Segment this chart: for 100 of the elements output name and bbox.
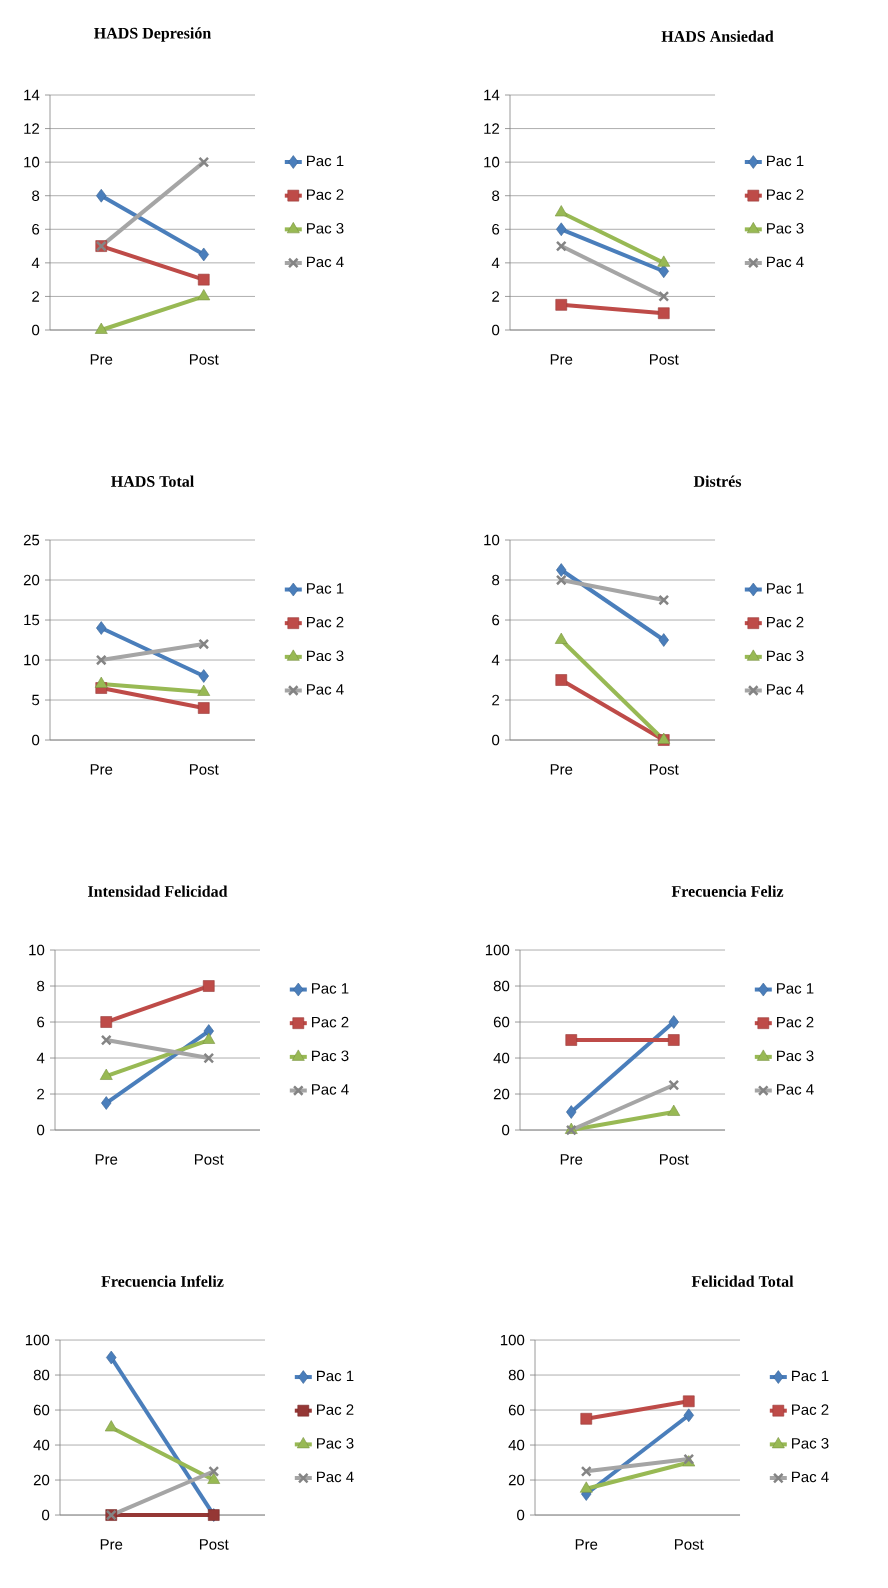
legend-label: Pac 3 — [792, 1438, 829, 1449]
y-tick-label: 40 — [493, 1052, 510, 1064]
y-tick-label: 4 — [31, 257, 40, 269]
y-tick-label: 8 — [492, 190, 500, 202]
legend-label: Pac 4 — [777, 1084, 814, 1095]
y-tick-label: 12 — [484, 123, 500, 134]
y-tick-label: 100 — [500, 1334, 525, 1346]
y-tick-label: 2 — [32, 291, 40, 302]
legend-label: Pac 2 — [317, 1404, 354, 1415]
y-tick-label: 60 — [493, 1016, 510, 1028]
y-tick-label: 8 — [37, 980, 45, 992]
legend-label: Pac 4 — [792, 1471, 829, 1483]
y-tick-label: 14 — [484, 89, 500, 101]
legend-label: Pac 2 — [307, 189, 344, 200]
legend-label: Pac 1 — [312, 983, 349, 994]
x-tick-label: Post — [659, 1154, 689, 1165]
chart-title: HADS Depresión — [94, 27, 211, 42]
x-tick-label: Post — [189, 354, 219, 365]
y-tick-label: 60 — [33, 1404, 50, 1416]
y-tick-label: 2 — [492, 694, 500, 706]
x-tick-label: Pre — [95, 1154, 118, 1165]
y-tick-label: 0 — [517, 1509, 525, 1521]
chart-title: HADS Total — [111, 475, 194, 487]
legend-label: Pac 2 — [777, 1016, 814, 1028]
legend-label: Pac 1 — [767, 583, 804, 594]
legend-label: Pac 1 — [777, 983, 814, 994]
y-tick-label: 0 — [492, 324, 500, 336]
x-tick-label: Pre — [100, 1539, 123, 1550]
chart-title: Frecuencia Feliz — [671, 885, 784, 897]
y-tick-label: 100 — [485, 944, 510, 956]
legend-label: Pac 1 — [307, 583, 344, 594]
y-tick-label: 14 — [24, 89, 40, 101]
chart-title: Frecuencia Infeliz — [101, 1275, 224, 1287]
x-tick-label: Pre — [90, 764, 113, 775]
x-tick-label: Pre — [575, 1539, 598, 1550]
chart-title: Felicidad Total — [691, 1275, 794, 1287]
legend-label: Pac 1 — [307, 155, 344, 167]
x-tick-label: Pre — [550, 764, 573, 775]
x-tick-label: Pre — [90, 354, 113, 365]
y-tick-label: 0 — [32, 734, 40, 746]
y-tick-label: 60 — [508, 1404, 525, 1416]
legend-label: Pac 4 — [767, 256, 804, 268]
chart-title: HADS Ansiedad — [661, 30, 774, 42]
y-tick-label: 10 — [484, 534, 500, 546]
y-tick-label: 100 — [25, 1334, 50, 1346]
legend-label: Pac 4 — [317, 1471, 354, 1483]
legend-label: Pac 3 — [317, 1438, 354, 1449]
y-tick-label: 0 — [37, 1124, 45, 1136]
y-tick-label: 15 — [24, 614, 40, 626]
y-tick-label: 20 — [23, 574, 40, 586]
legend-label: Pac 3 — [767, 223, 804, 234]
legend-label: Pac 1 — [317, 1370, 354, 1382]
x-tick-label: Post — [199, 1539, 229, 1550]
y-tick-label: 0 — [502, 1124, 510, 1136]
x-tick-label: Post — [649, 764, 679, 775]
legend-label: Pac 3 — [767, 650, 804, 662]
y-tick-label: 80 — [508, 1369, 525, 1381]
legend-label: Pac 2 — [767, 616, 804, 628]
chart-title: Intensidad Felicidad — [88, 885, 228, 897]
y-tick-label: 8 — [32, 190, 40, 202]
legend-label: Pac 4 — [307, 256, 344, 268]
x-tick-label: Post — [189, 764, 219, 775]
y-tick-label: 20 — [33, 1474, 50, 1486]
legend-label: Pac 2 — [792, 1404, 829, 1415]
y-tick-label: 4 — [36, 1052, 45, 1064]
x-tick-label: Pre — [560, 1154, 583, 1165]
y-tick-label: 80 — [493, 980, 510, 992]
legend-label: Pac 4 — [312, 1084, 349, 1095]
y-tick-label: 2 — [492, 291, 500, 302]
y-tick-label: 10 — [24, 156, 40, 168]
y-tick-label: 0 — [42, 1509, 50, 1521]
y-tick-label: 25 — [23, 534, 40, 546]
y-tick-label: 2 — [37, 1088, 45, 1100]
y-tick-label: 10 — [29, 944, 45, 956]
y-tick-label: 40 — [508, 1439, 525, 1451]
legend-label: Pac 1 — [767, 155, 804, 167]
y-tick-label: 8 — [492, 574, 500, 586]
chart-title: Distrés — [693, 475, 742, 487]
y-tick-label: 12 — [24, 123, 40, 134]
y-tick-label: 4 — [491, 257, 500, 269]
y-tick-label: 0 — [492, 734, 500, 746]
y-tick-label: 6 — [32, 223, 40, 235]
legend-label: Pac 4 — [767, 684, 804, 695]
y-tick-label: 6 — [492, 223, 500, 235]
x-tick-label: Post — [194, 1154, 224, 1165]
y-tick-label: 4 — [491, 654, 500, 666]
y-tick-label: 10 — [484, 156, 500, 168]
y-tick-label: 6 — [37, 1016, 45, 1028]
x-tick-label: Post — [674, 1539, 704, 1550]
legend-label: Pac 3 — [307, 650, 344, 662]
y-tick-label: 20 — [493, 1088, 510, 1100]
legend-label: Pac 1 — [792, 1370, 829, 1382]
y-tick-label: 20 — [508, 1474, 525, 1486]
x-tick-label: Pre — [550, 354, 573, 365]
y-tick-label: 0 — [32, 324, 40, 336]
y-tick-label: 5 — [32, 694, 40, 706]
y-tick-label: 40 — [33, 1439, 50, 1451]
y-tick-label: 80 — [33, 1369, 50, 1381]
y-tick-label: 10 — [24, 654, 40, 666]
legend-label: Pac 3 — [307, 223, 344, 234]
